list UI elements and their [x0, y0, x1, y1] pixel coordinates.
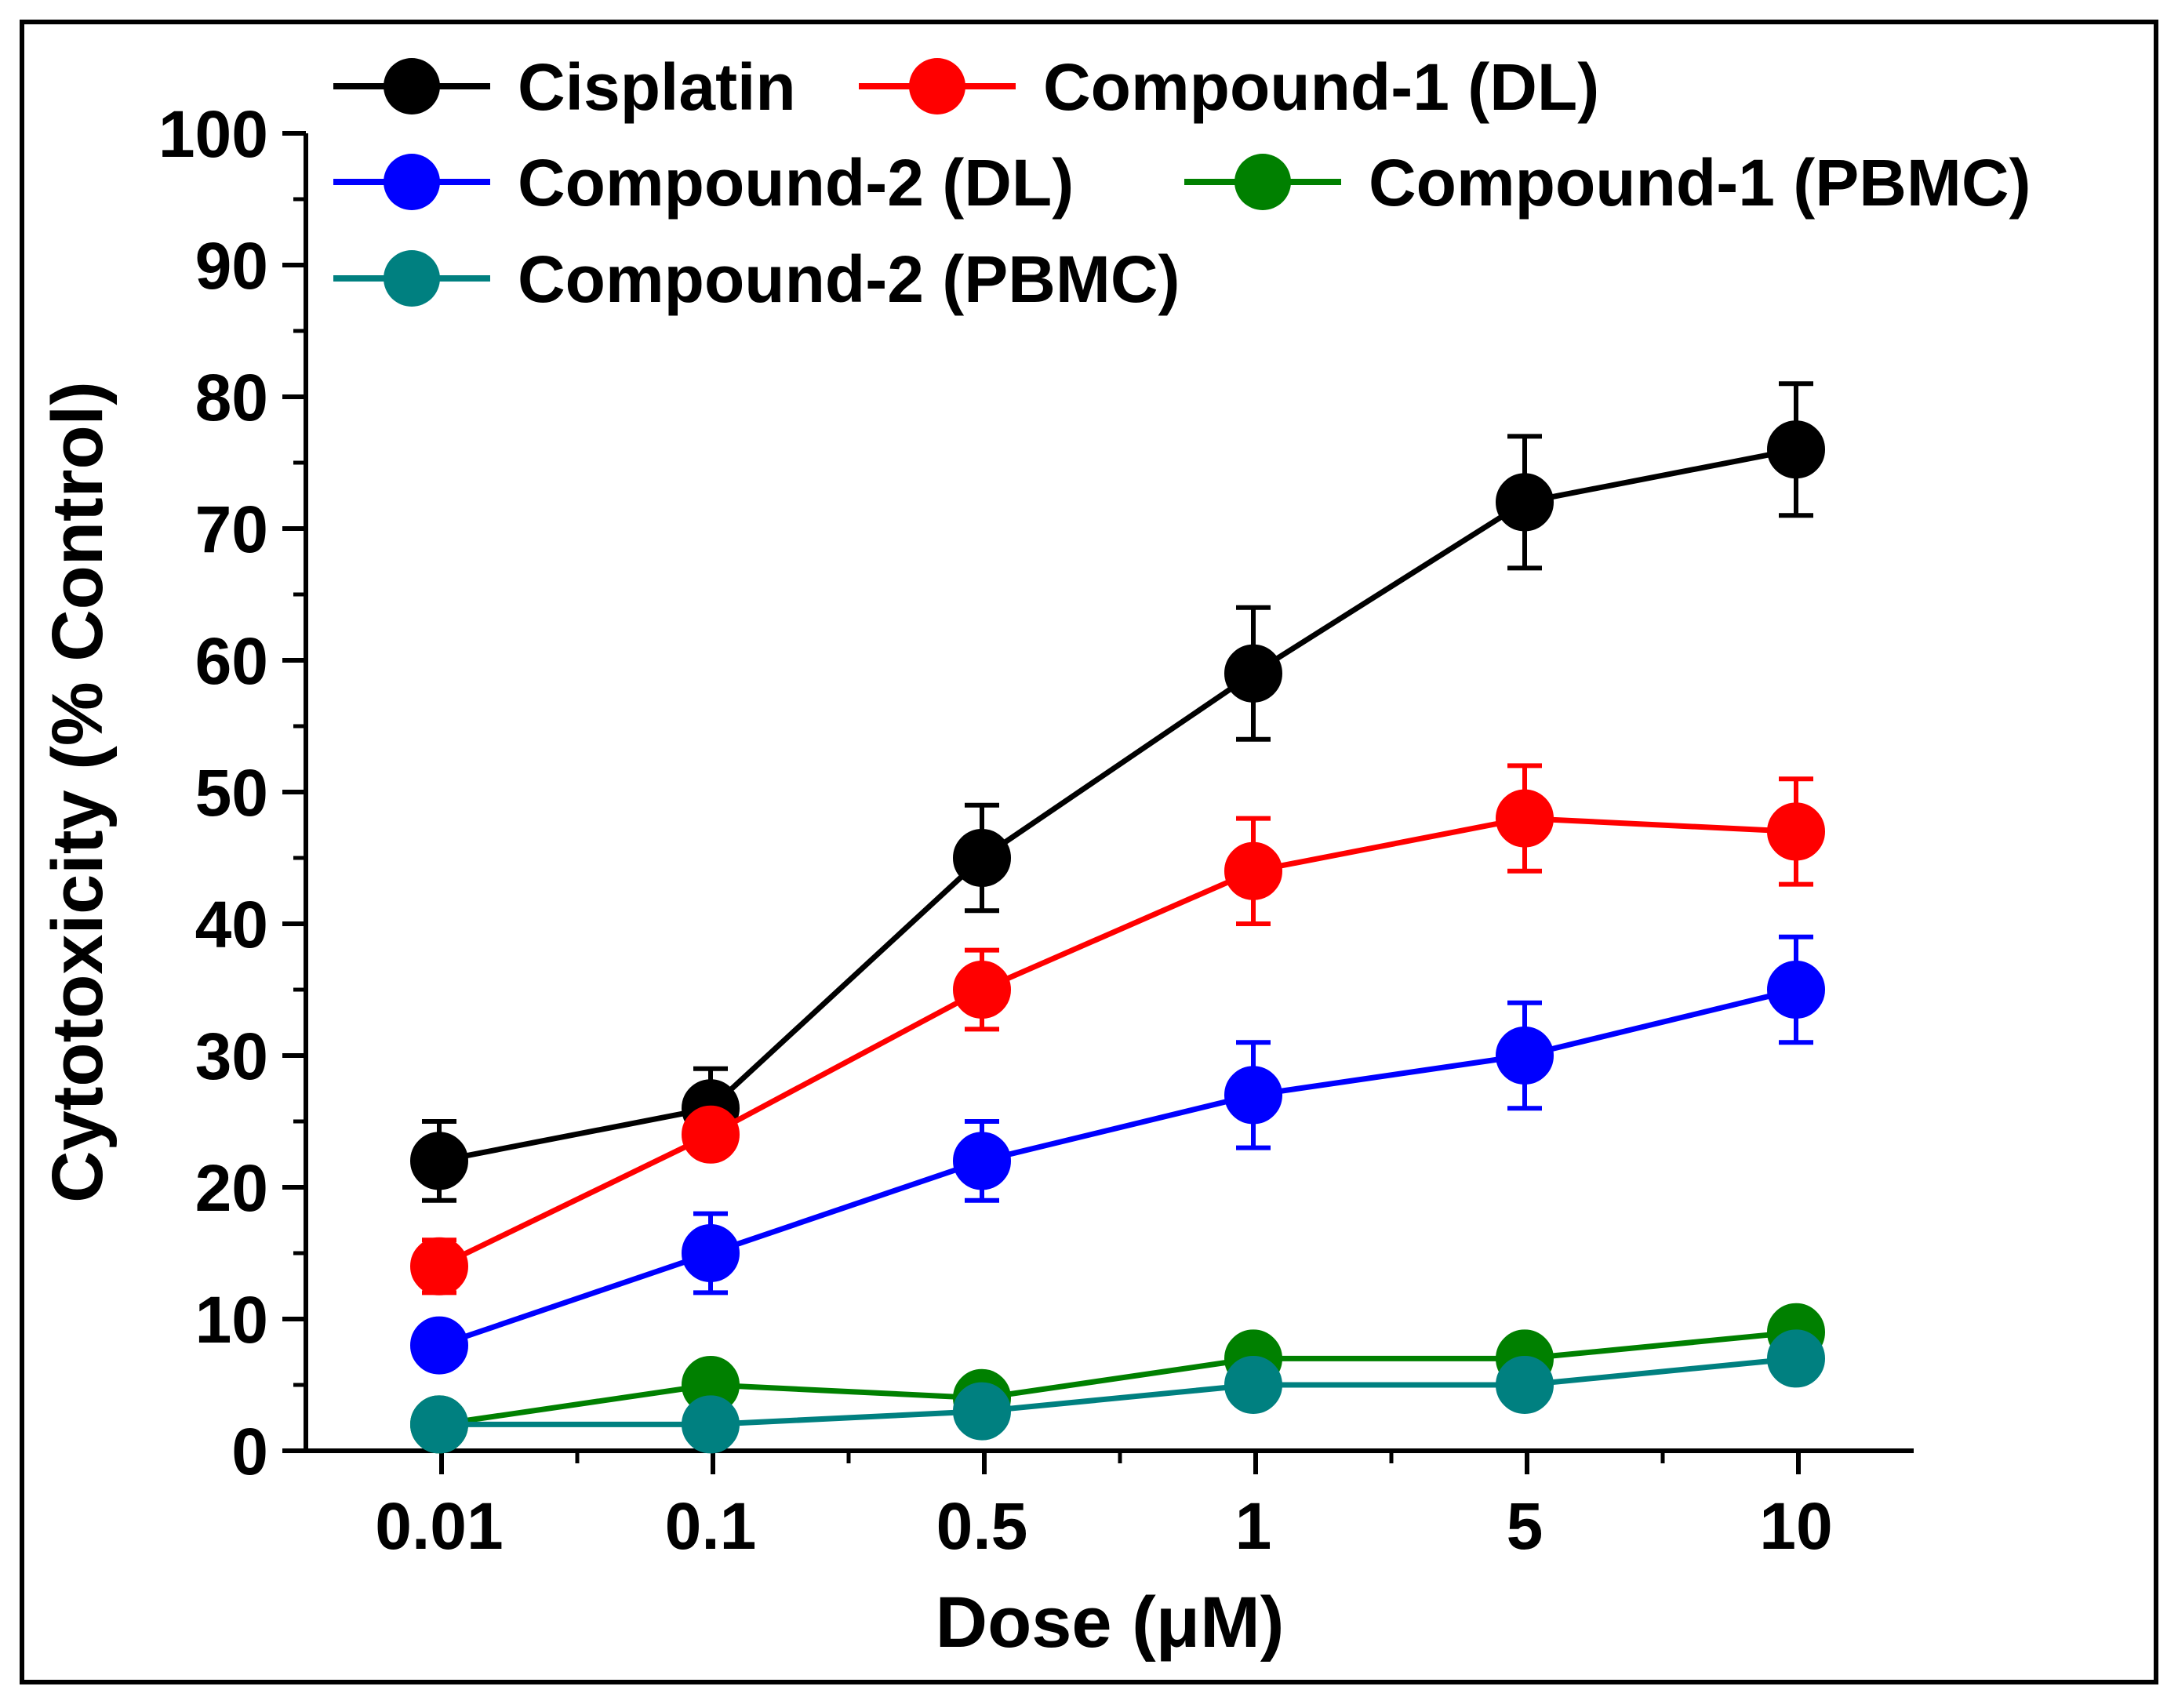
x-axis-title: Dose (μM) [936, 1583, 1285, 1663]
axes: Dose (μM) Cytotoxicity (% Control) [38, 133, 1914, 1663]
data-point [953, 961, 1011, 1019]
data-point [1767, 961, 1825, 1019]
legend-label: Compound-1 (DL) [1043, 50, 1599, 124]
legend-item: Cisplatin [333, 50, 796, 124]
y-tick-label: 60 [195, 624, 268, 698]
legend-item: Compound-2 (PBMC) [333, 242, 1180, 316]
legend-item: Compound-1 (DL) [859, 50, 1599, 124]
series [410, 381, 1825, 1454]
y-tick-label: 70 [195, 492, 268, 566]
y-tick-label: 40 [195, 888, 268, 961]
y-tick-label: 30 [195, 1019, 268, 1093]
data-point [410, 1237, 468, 1296]
y-tick-label: 20 [195, 1151, 268, 1225]
x-tick-label: 0.5 [936, 1489, 1028, 1563]
data-point [682, 1224, 740, 1282]
data-point [1496, 789, 1554, 848]
data-point [1767, 802, 1825, 861]
data-point [1224, 1066, 1282, 1125]
legend: Cisplatin Compound-1 (DL) Compound-2 (DL) C… [333, 50, 2031, 316]
data-point [1496, 1027, 1554, 1085]
legend-item: Compound-2 (DL) [333, 146, 1074, 220]
legend-item: Compound-1 (PBMC) [1184, 146, 2031, 220]
data-point [1224, 1356, 1282, 1414]
series-4 [410, 1329, 1825, 1454]
legend-label: Compound-2 (DL) [518, 146, 1074, 220]
data-point [953, 1132, 1011, 1190]
series-0 [410, 381, 1825, 1203]
x-tick-label: 5 [1507, 1489, 1544, 1563]
y-tick-label: 80 [195, 361, 268, 434]
series-line [438, 1329, 1797, 1427]
legend-swatch-marker [1234, 154, 1291, 210]
data-point [1496, 473, 1554, 532]
data-point [953, 829, 1011, 887]
data-point [1224, 644, 1282, 703]
x-tick-label: 1 [1235, 1489, 1272, 1563]
series-line [438, 816, 1797, 1269]
data-point [410, 1395, 468, 1454]
series-line [439, 1355, 1797, 1427]
legend-label: Cisplatin [518, 50, 796, 124]
legend-swatch-marker [384, 58, 440, 114]
data-point [410, 1132, 468, 1190]
x-tick-label: 0.01 [375, 1489, 504, 1563]
data-point [682, 1395, 740, 1454]
data-point [682, 1105, 740, 1164]
y-axis-title: Cytotoxicity (% Control) [38, 381, 118, 1203]
data-point [953, 1382, 1011, 1441]
series-1 [410, 763, 1825, 1296]
x-tick-label: 0.1 [665, 1489, 757, 1563]
y-tick-label: 0 [231, 1415, 268, 1488]
legend-label: Compound-1 (PBMC) [1369, 146, 2031, 220]
legend-label: Compound-2 (PBMC) [518, 242, 1180, 316]
legend-swatch-marker [909, 58, 965, 114]
series-2 [410, 934, 1825, 1375]
data-point [410, 1316, 468, 1375]
y-tick-label: 100 [158, 97, 268, 171]
series-line [438, 987, 1797, 1348]
data-point [1496, 1356, 1554, 1414]
legend-swatch-marker [384, 250, 440, 307]
data-point [1767, 1329, 1825, 1388]
data-point [1224, 841, 1282, 900]
ticks: 0 10 20 30 40 50 60 70 80 90 100 0.01 0.1 0.5 1 5 10 [158, 97, 1833, 1563]
data-point [1767, 420, 1825, 479]
y-tick-label: 10 [195, 1283, 268, 1357]
y-tick-label: 50 [195, 756, 268, 830]
x-tick-label: 10 [1759, 1489, 1832, 1563]
y-tick-label: 90 [195, 229, 268, 303]
legend-swatch-marker [384, 154, 440, 210]
series-line [438, 446, 1797, 1164]
